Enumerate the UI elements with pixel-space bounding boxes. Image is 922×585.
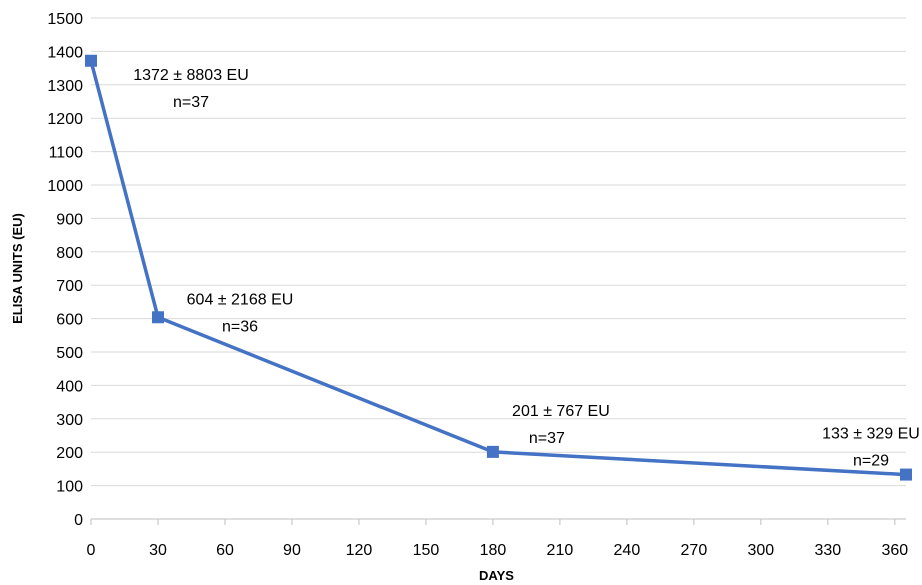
x-axis-title: DAYS bbox=[479, 568, 514, 583]
x-tick-label: 270 bbox=[681, 542, 708, 559]
x-tick-label: 210 bbox=[547, 542, 574, 559]
annotation-n: n=37 bbox=[173, 94, 209, 111]
y-tick-label: 700 bbox=[56, 278, 83, 295]
x-tick-label: 60 bbox=[216, 542, 234, 559]
y-tick-label: 100 bbox=[56, 479, 83, 496]
y-tick-label: 300 bbox=[56, 412, 83, 429]
y-tick-label: 1400 bbox=[47, 44, 83, 61]
x-tick-label: 240 bbox=[614, 542, 641, 559]
series-line bbox=[89, 60, 907, 477]
data-point-marker bbox=[486, 445, 499, 458]
y-tick-label: 0 bbox=[74, 512, 83, 529]
y-tick-label: 600 bbox=[56, 312, 83, 329]
y-tick-label: 1300 bbox=[47, 78, 83, 95]
y-tick-label: 1500 bbox=[47, 11, 83, 28]
annotation-value: 604 ± 2168 EU bbox=[187, 291, 294, 308]
axes: 0100200300400500600700800900100011001200… bbox=[47, 11, 908, 559]
grid bbox=[91, 17, 906, 487]
y-tick-label: 1200 bbox=[47, 111, 83, 128]
x-tick-label: 120 bbox=[346, 542, 373, 559]
y-tick-label: 500 bbox=[56, 345, 83, 362]
x-tick-label: 0 bbox=[87, 542, 96, 559]
annotation-value: 201 ± 767 EU bbox=[512, 403, 610, 420]
y-axis-title: ELISA UNITS (EU) bbox=[10, 213, 25, 324]
annotation-value: 133 ± 329 EU bbox=[822, 426, 920, 443]
y-tick-label: 1000 bbox=[47, 178, 83, 195]
y-tick-label: 400 bbox=[56, 378, 83, 395]
y-tick-label: 200 bbox=[56, 445, 83, 462]
y-tick-label: 800 bbox=[56, 245, 83, 262]
data-point-marker bbox=[85, 54, 97, 67]
data-point-marker bbox=[151, 311, 164, 324]
x-tick-label: 90 bbox=[283, 542, 301, 559]
data-point-marker bbox=[900, 468, 912, 481]
x-tick-label: 30 bbox=[149, 542, 167, 559]
x-tick-label: 360 bbox=[881, 542, 908, 559]
y-tick-label: 900 bbox=[56, 211, 83, 228]
annotation-value: 1372 ± 8803 EU bbox=[133, 67, 249, 84]
y-tick-label: 1100 bbox=[49, 145, 84, 162]
annotations: 1372 ± 8803 EU n=37 604 ± 2168 EU n=36 201 ±… bbox=[133, 67, 920, 470]
annotation-n: n=29 bbox=[853, 453, 889, 470]
x-tick-label: 330 bbox=[814, 542, 841, 559]
annotation-n: n=37 bbox=[529, 430, 565, 447]
x-tick-label: 150 bbox=[413, 542, 440, 559]
x-tick-label: 180 bbox=[480, 542, 507, 559]
series bbox=[85, 54, 912, 481]
annotation-n: n=36 bbox=[222, 318, 258, 335]
x-tick-label: 300 bbox=[748, 542, 775, 559]
